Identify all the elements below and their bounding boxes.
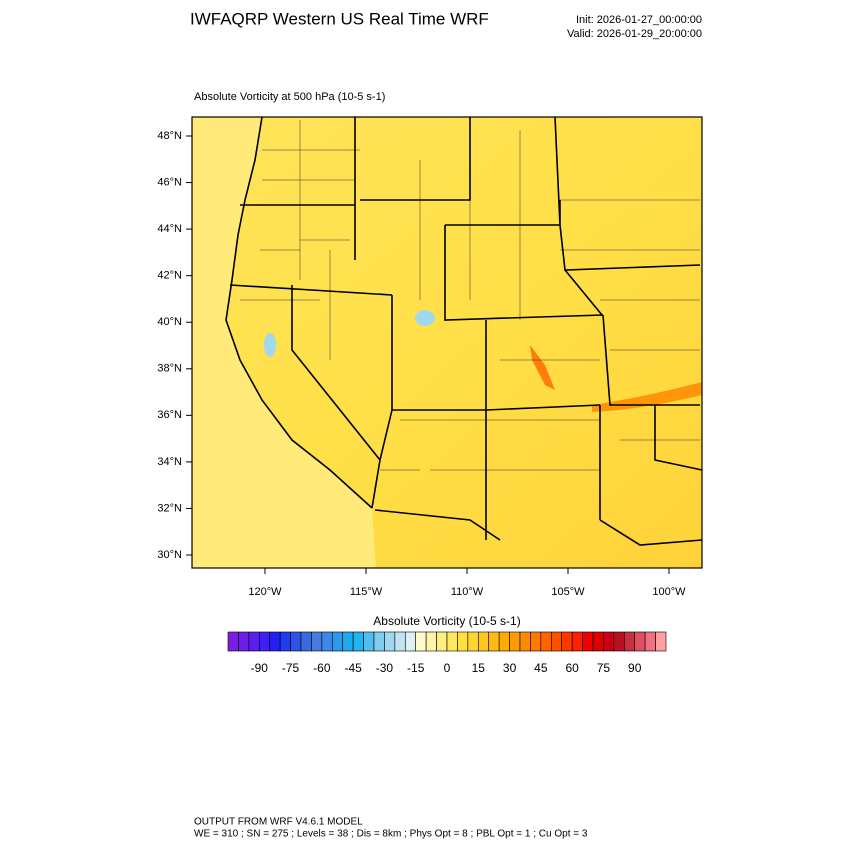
- colorbar-label: 90: [628, 661, 642, 675]
- color-swatch: [457, 631, 469, 652]
- colorbar-label: 30: [503, 661, 517, 675]
- color-swatch: [498, 631, 510, 652]
- lat-tick-label: 34°N: [157, 456, 182, 468]
- color-swatch: [279, 631, 291, 652]
- color-swatch: [550, 631, 563, 652]
- color-swatch: [248, 631, 260, 652]
- color-swatch: [384, 631, 396, 652]
- colorbar-label: 75: [597, 661, 611, 675]
- color-swatch: [258, 631, 271, 652]
- color-swatch: [352, 631, 364, 652]
- lat-tick-label: 44°N: [157, 223, 182, 235]
- color-swatch: [446, 631, 458, 652]
- colorbar-label: 60: [565, 661, 579, 675]
- color-swatch: [436, 631, 448, 652]
- county-lines: [240, 120, 700, 471]
- lake: [264, 333, 276, 357]
- lon-tick-label: 105°W: [551, 586, 585, 598]
- color-swatch: [342, 631, 354, 652]
- colorbar-label: -30: [376, 661, 394, 675]
- color-swatch: [655, 631, 667, 652]
- init-time: Init: 2026-01-27_00:00:00: [576, 14, 702, 26]
- colorbar-label: 0: [444, 661, 451, 675]
- color-swatch: [300, 631, 312, 652]
- map-subtitle: Absolute Vorticity at 500 hPa (10-5 s-1): [194, 91, 385, 103]
- color-swatch: [394, 631, 406, 652]
- color-swatch: [509, 631, 521, 652]
- color-swatch: [363, 631, 375, 652]
- lat-tick-label: 42°N: [157, 270, 182, 282]
- coastline: [225, 116, 373, 509]
- color-swatch: [571, 631, 583, 652]
- color-swatch: [488, 631, 500, 652]
- color-swatch: [623, 631, 636, 652]
- color-swatch: [644, 631, 656, 652]
- color-swatch: [613, 631, 625, 652]
- footer-line: WE = 310 ; SN = 275 ; Levels = 38 ; Dis …: [194, 829, 588, 840]
- colorbar-label: 45: [534, 661, 548, 675]
- color-swatch: [290, 631, 302, 652]
- lat-tick-label: 30°N: [157, 549, 182, 561]
- map: [191, 116, 703, 569]
- lat-tick-label: 48°N: [157, 130, 182, 142]
- color-swatch: [311, 631, 323, 652]
- color-swatch: [415, 631, 427, 652]
- color-swatch: [634, 631, 646, 652]
- colorbar-title: Absolute Vorticity (10-5 s-1): [373, 614, 520, 628]
- vorticity-streak: [530, 345, 555, 390]
- valid-time: Valid: 2026-01-29_20:00:00: [567, 28, 702, 40]
- color-swatch: [477, 631, 490, 652]
- color-swatch: [530, 631, 542, 652]
- colorbar: -90 -75 -60 -45 -30 -15 0 15 30 45 60 75 90: [227, 631, 667, 675]
- color-swatch: [519, 631, 531, 652]
- color-swatch: [467, 631, 479, 652]
- lon-tick-label: 100°W: [652, 586, 686, 598]
- color-swatch: [238, 631, 250, 652]
- lat-tick-label: 36°N: [157, 409, 182, 421]
- lon-tick-label: 115°W: [350, 586, 383, 598]
- map-frame: [191, 116, 703, 569]
- color-swatch: [561, 631, 573, 652]
- footer-line: OUTPUT FROM WRF V4.6.1 MODEL: [194, 817, 363, 828]
- color-swatch: [321, 631, 333, 652]
- ocean: [192, 117, 376, 568]
- color-swatch: [592, 631, 604, 652]
- lon-tick-label: 120°W: [248, 586, 282, 598]
- colorbar-label: -90: [251, 661, 269, 675]
- color-swatch: [227, 631, 239, 652]
- lat-tick-label: 32°N: [157, 502, 182, 514]
- colorbar-label: -15: [407, 661, 425, 675]
- colorbar-label: -45: [344, 661, 362, 675]
- state-boundaries: [229, 116, 703, 546]
- colorbar-label: -60: [313, 661, 331, 675]
- lat-tick-label: 46°N: [157, 176, 182, 188]
- color-swatch: [540, 631, 552, 652]
- color-swatch: [603, 631, 615, 652]
- lat-tick-label: 40°N: [157, 316, 182, 328]
- color-swatch: [404, 631, 417, 652]
- color-swatch: [331, 631, 344, 652]
- color-swatch: [582, 631, 594, 652]
- colorbar-label: 15: [472, 661, 486, 675]
- lake: [415, 310, 435, 326]
- color-swatch: [269, 631, 281, 652]
- color-swatch: [425, 631, 437, 652]
- title: IWFAQRP Western US Real Time WRF: [190, 9, 489, 28]
- lon-tick-label: 110°W: [451, 586, 484, 598]
- lat-tick-label: 38°N: [157, 363, 182, 375]
- colorbar-label: -75: [282, 661, 300, 675]
- color-swatch: [373, 631, 385, 652]
